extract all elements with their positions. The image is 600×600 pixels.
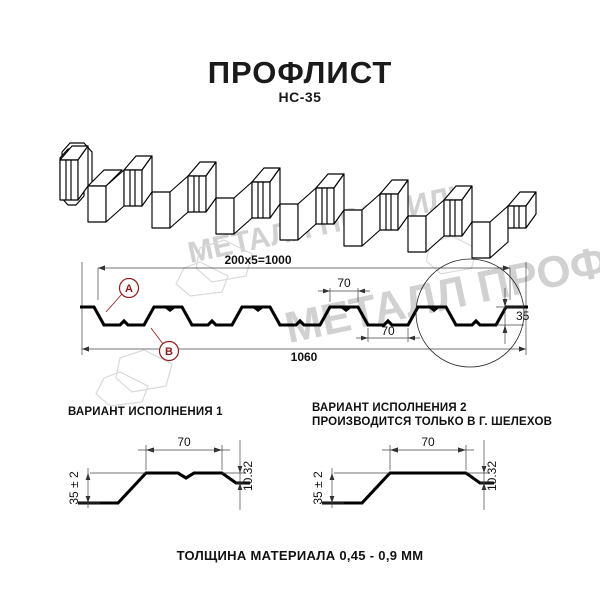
dimension-valley-width: 70 — [381, 324, 395, 338]
callout-b: B — [150, 327, 180, 362]
variant-1-dimension-flange: 10.32 — [222, 440, 255, 510]
variant-2-height: 35 ± 2 — [311, 471, 325, 505]
dimension-bottom: 1060 — [82, 346, 526, 364]
variant-1-flange: 10.32 — [241, 461, 255, 491]
variant-1-profile — [78, 471, 250, 505]
dimension-height-35: 35 — [496, 288, 530, 344]
page-title: ПРОФЛИСТ — [208, 55, 393, 90]
variant-1-height: 35 ± 2 — [67, 471, 81, 505]
variant-2-title-line-1: ВАРИАНТ ИСПОЛНЕНИЯ 2 — [312, 402, 467, 414]
variant-1: ВАРИАНТ ИСПОЛНЕНИЯ 1 70 10.32 — [67, 406, 255, 510]
variant-2-profile — [322, 471, 494, 505]
dimension-overall-top: 200x5=1000 — [224, 253, 291, 267]
dimension-overall-bottom: 1060 — [291, 350, 318, 364]
dimension-top: 200x5=1000 — [98, 253, 510, 271]
variant-1-dimension-70: 70 — [138, 435, 230, 470]
callout-b-label: B — [165, 346, 173, 358]
dimension-crest-width: 70 — [337, 276, 351, 290]
variant-1-top-width: 70 — [177, 435, 191, 449]
variant-2-dimension-70: 70 — [382, 435, 474, 470]
detail-zoom-circle — [415, 258, 525, 368]
corrugated-sheet-3d — [59, 142, 537, 259]
variant-1-dimension-height: 35 ± 2 — [67, 468, 146, 508]
metal-profile-logo — [95, 349, 173, 407]
variant-2-flange: 10.32 — [485, 461, 499, 491]
variant-2-dimension-flange: 10.32 — [466, 440, 499, 510]
dimension-crest-70: 70 — [318, 276, 370, 302]
page-subtitle: НС-35 — [279, 89, 322, 105]
variant-2: ВАРИАНТ ИСПОЛНЕНИЯ 2 ПРОИЗВОДИТСЯ ТОЛЬКО… — [311, 402, 552, 510]
cross-section-drawing: 200x5=1000 1060 70 — [80, 253, 530, 368]
footer-note: ТОЛЩИНА МАТЕРИАЛА 0,45 - 0,9 ММ — [177, 548, 424, 563]
variant-2-top-width: 70 — [421, 435, 435, 449]
callout-a: A — [105, 277, 140, 313]
dimension-height: 35 — [516, 309, 530, 323]
variant-1-title-line-1: ВАРИАНТ ИСПОЛНЕНИЯ 1 — [68, 406, 223, 418]
profile-section-line — [80, 305, 528, 327]
variant-2-dimension-height: 35 ± 2 — [311, 468, 390, 508]
dimension-valley-70: 70 — [356, 324, 420, 342]
variant-2-title-line-2: ПРОИЗВОДИТСЯ ТОЛЬКО В Г. ШЕЛЕХОВ — [312, 416, 552, 428]
callout-a-label: A — [125, 283, 133, 295]
